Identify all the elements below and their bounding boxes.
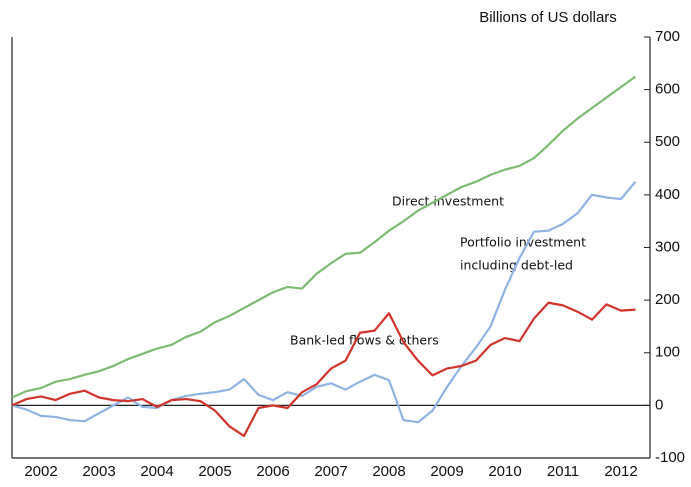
x-tick-label: 2005 [198, 463, 231, 480]
x-tick-label: 2004 [140, 463, 173, 480]
x-tick-label: 2002 [24, 463, 57, 480]
y-tick-label: 700 [655, 28, 680, 45]
y-tick-label: 100 [655, 344, 680, 361]
y-tick-label: 200 [655, 291, 680, 308]
x-tick-label: 2007 [314, 463, 347, 480]
x-tick-label: 2011 [547, 463, 579, 480]
x-tick-label: 2009 [430, 463, 463, 480]
annotation: Portfolio investment [460, 235, 586, 250]
y-tick-label: -100 [655, 449, 685, 466]
y-tick-label: 400 [655, 186, 680, 203]
x-tick-label: 2006 [256, 463, 289, 480]
y-tick-label: 300 [655, 238, 680, 255]
axis-title: Billions of US dollars [479, 9, 617, 26]
y-tick-label: 0 [655, 396, 663, 413]
series-line [11, 181, 637, 424]
y-tick-label: 500 [655, 133, 680, 150]
annotation: Bank-led flows & others [290, 333, 439, 348]
annotation: Direct investment [392, 194, 504, 209]
series-line [11, 75, 637, 399]
series-line [11, 301, 636, 437]
x-tick-label: 2008 [372, 463, 405, 480]
y-tick-label: 600 [655, 81, 680, 98]
x-tick-label: 2010 [488, 463, 521, 480]
x-tick-label: 2003 [82, 463, 115, 480]
x-tick-label: 2012 [604, 463, 637, 480]
